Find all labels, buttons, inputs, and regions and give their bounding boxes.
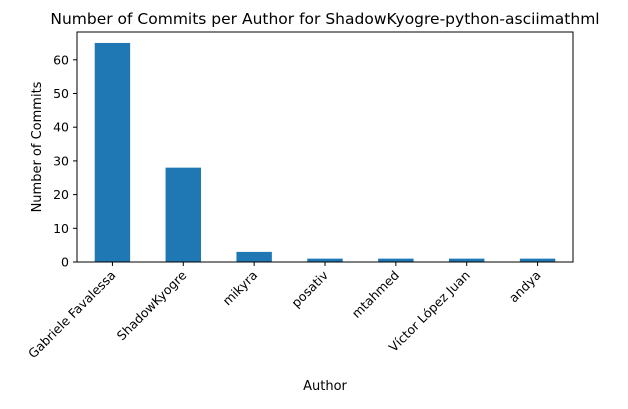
bar-4: [307, 258, 343, 262]
y-tick-label: 50: [53, 86, 69, 101]
y-tick-label: 20: [53, 187, 69, 202]
x-tick-label: posativ: [288, 267, 331, 310]
bar-group: [94, 42, 556, 263]
y-tick-label: 30: [53, 153, 69, 168]
x-tick-label: Gabriele Favalessa: [25, 268, 119, 362]
y-tick-label: 40: [53, 120, 69, 135]
y-tick-label: 60: [53, 52, 69, 67]
chart-title: Number of Commits per Author for ShadowK…: [50, 10, 599, 28]
bar-1: [94, 42, 131, 263]
y-tick-label: 10: [53, 221, 69, 236]
plot-frame: [76, 31, 574, 263]
y-axis-label: Number of Commits: [30, 81, 45, 212]
y-axis-ticks: 0 10 20 30 40 50 60: [53, 52, 77, 270]
x-tick-label: andya: [506, 268, 544, 306]
bar-7: [519, 258, 556, 262]
x-tick-label: ShadowKyogre: [114, 267, 190, 343]
x-tick-label: mikyra: [220, 268, 261, 309]
y-tick-label: 0: [61, 255, 69, 270]
x-axis-label: Author: [303, 379, 347, 394]
bar-5: [378, 258, 414, 262]
x-tick-label: mtahmed: [349, 268, 402, 321]
bar-6: [449, 258, 485, 262]
bar-2: [165, 167, 201, 262]
bar-3: [236, 251, 272, 262]
